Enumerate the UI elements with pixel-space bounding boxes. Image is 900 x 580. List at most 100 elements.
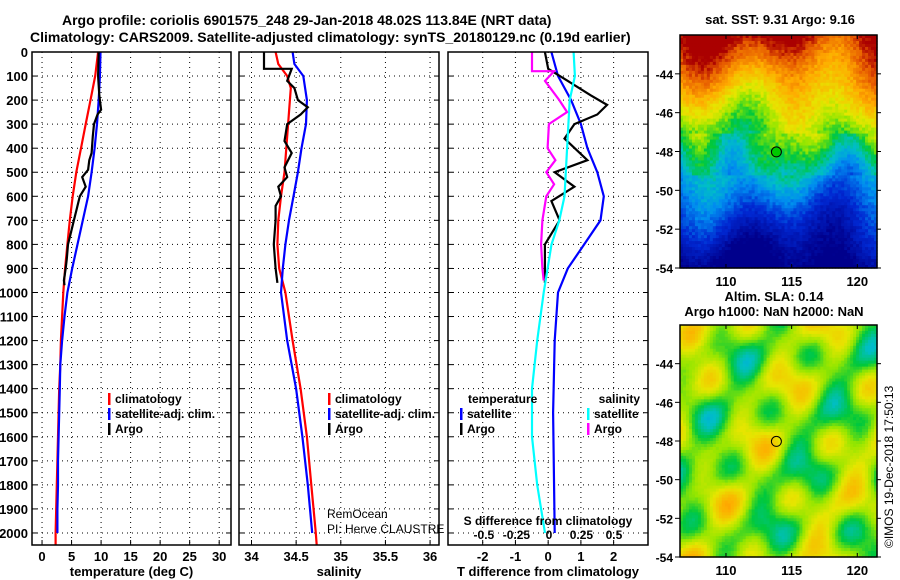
map-cell [721,202,726,206]
map-cell [754,109,759,114]
map-cell [856,73,860,78]
map-cell [805,154,809,159]
map-cell [694,82,699,87]
map-cell [865,178,869,182]
map-cell [715,130,720,135]
map-cell [703,160,708,165]
map-cell [799,52,803,57]
map-cell [784,187,789,191]
map-cell [862,205,866,209]
map-cell [748,169,753,174]
map-cell [787,160,792,165]
map-cell [874,43,878,48]
map-cell [784,154,789,159]
map-cell [796,148,800,153]
map-cell [790,112,795,117]
map-cell [745,73,750,78]
map-cell [742,199,747,203]
map-cell [691,82,696,87]
map-cell [680,139,684,144]
map-cell [829,70,833,75]
map-cell [745,46,750,51]
map-cell [862,37,866,42]
map-cell [775,205,780,209]
map-cell [808,67,812,72]
map-cell [694,37,699,42]
map-cell [715,40,720,45]
map-cell [682,37,687,42]
map-cell [691,139,696,144]
map-cell [694,151,699,156]
map-cell [685,70,690,75]
map-cell [700,184,705,188]
tick-label-y: 400 [6,141,28,156]
map-cell [715,175,720,179]
map-cell [847,88,851,93]
map-cell [862,136,866,141]
map-cell [826,145,830,150]
map-cell [739,130,744,135]
map-cell [763,190,768,194]
map-cell [868,193,872,197]
map-cell [682,85,687,90]
map-cell [775,190,780,194]
map-cell [754,169,759,174]
map-cell [700,79,705,84]
map-cell [700,106,705,111]
map-cell [793,46,797,51]
map-cell [733,148,738,153]
map-cell [736,115,741,120]
map-cell [754,88,759,93]
map-cell [745,88,750,93]
map-cell [802,145,806,150]
map-cell [680,79,684,84]
map-cell [709,100,714,105]
map-cell [742,166,747,171]
map-cell [796,181,800,185]
map-cell [680,205,684,209]
map-cell [757,91,762,96]
map-cell [703,112,708,117]
map-cell [694,121,699,126]
map-cell [868,103,872,108]
map-cell [745,100,750,105]
tick-label-x: 2 [610,549,617,564]
map-cell [856,178,860,182]
map-cell [814,130,818,135]
map-cell [802,130,806,135]
map-cell [850,61,854,66]
map-cell [763,76,768,81]
map-cell [823,202,827,206]
map-cell [841,172,845,176]
map-cell [841,178,845,182]
map-cell [811,79,815,84]
map-cell [799,184,803,188]
map-cell [874,70,878,75]
legend-swatch [108,393,111,405]
map-cell [799,82,803,87]
map-cell [700,160,705,165]
map-cell [685,100,690,105]
map-cell [844,103,848,108]
map-cell [805,202,809,206]
map-cell [802,43,806,48]
map-cell [859,127,863,132]
map-cell [706,64,711,69]
map-cell [733,193,738,197]
map-cell [742,190,747,194]
map-cell [820,85,824,90]
map-cell [712,151,717,156]
map-cell [832,73,836,78]
map-cell [868,61,872,66]
map-cell [742,202,747,206]
map-cell [715,37,720,42]
map-cell [826,49,830,54]
map-cell [865,43,869,48]
map-cell [817,43,821,48]
map-cell [772,52,777,57]
map-cell [847,115,851,120]
map-cell [727,73,732,78]
map-cell [856,163,860,168]
map-cell [838,187,842,191]
map-cell [748,97,753,102]
